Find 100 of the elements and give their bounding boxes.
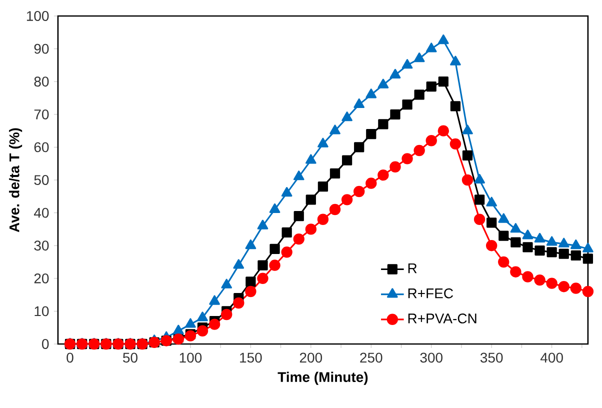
x-tick-label: 150	[240, 352, 262, 363]
y-tick-label: 20	[34, 273, 49, 284]
point	[510, 266, 522, 278]
point	[258, 260, 268, 270]
y-tick-label: 0	[42, 339, 49, 349]
point	[257, 220, 268, 230]
point	[294, 211, 304, 222]
point	[558, 238, 570, 248]
point	[354, 142, 364, 152]
point	[558, 281, 570, 292]
point	[570, 239, 582, 250]
x-tick-label: 0	[66, 352, 74, 363]
point	[402, 59, 413, 69]
y-axis-title: Ave. de/ta T (%)	[9, 128, 22, 232]
point	[426, 42, 437, 52]
point	[329, 204, 341, 216]
point	[208, 318, 220, 330]
point	[522, 271, 534, 282]
point	[378, 78, 389, 88]
point	[546, 247, 557, 258]
point	[402, 99, 412, 110]
point	[293, 233, 304, 245]
point	[378, 119, 388, 130]
point	[221, 278, 232, 288]
point	[220, 308, 232, 320]
point	[366, 129, 376, 140]
point	[281, 186, 292, 197]
point	[342, 155, 352, 166]
point	[269, 260, 280, 271]
point	[257, 272, 268, 284]
point	[390, 68, 401, 79]
point	[570, 282, 582, 294]
point	[197, 312, 208, 322]
point	[305, 224, 317, 235]
point	[330, 124, 340, 134]
point	[534, 232, 546, 243]
point	[462, 150, 473, 160]
y-tick-label: 30	[34, 240, 49, 251]
point	[293, 170, 304, 180]
point	[462, 124, 473, 134]
legend-label: R	[408, 263, 417, 274]
x-tick-label: 400	[540, 352, 563, 363]
legend-label: R+PVA-CN	[408, 314, 476, 324]
point	[474, 194, 485, 205]
point	[366, 178, 377, 189]
x-tick-label: 300	[420, 352, 442, 363]
x-tick-label: 200	[300, 352, 322, 363]
point	[486, 218, 497, 228]
point	[414, 90, 424, 100]
point	[486, 196, 498, 206]
y-tick-label: 50	[34, 175, 49, 185]
point	[282, 227, 292, 238]
point	[486, 240, 498, 252]
point	[354, 98, 365, 108]
point	[450, 138, 462, 150]
point	[196, 325, 208, 336]
y-tick-label: 70	[34, 109, 49, 120]
point	[426, 81, 436, 92]
point	[390, 161, 401, 172]
point	[185, 318, 196, 328]
point	[353, 186, 365, 198]
x-tick-label: 50	[123, 352, 138, 363]
point	[510, 237, 521, 248]
point	[172, 324, 184, 334]
point	[318, 138, 328, 148]
x-tick-label: 250	[360, 352, 382, 363]
point	[209, 295, 220, 305]
y-tick-label: 60	[34, 142, 49, 152]
point	[318, 181, 328, 192]
point	[317, 214, 329, 225]
point	[438, 76, 448, 87]
y-tick-label: 10	[34, 306, 49, 316]
point	[582, 286, 594, 298]
point	[414, 52, 425, 62]
point	[245, 239, 256, 250]
point	[269, 203, 280, 213]
point	[474, 214, 486, 225]
point	[546, 236, 558, 246]
y-tick-label: 90	[34, 44, 49, 54]
point	[341, 194, 353, 206]
point	[534, 274, 546, 286]
point	[558, 248, 569, 259]
legend-label: R+FEC	[408, 288, 454, 298]
point	[426, 135, 437, 146]
x-tick-label: 350	[480, 352, 503, 363]
point	[246, 276, 256, 287]
point	[281, 246, 292, 258]
point	[438, 125, 450, 136]
point	[450, 101, 461, 112]
point	[390, 109, 400, 120]
point	[510, 223, 522, 233]
point	[378, 169, 389, 181]
x-axis-title: Time (Minute)	[278, 372, 368, 385]
point	[414, 144, 425, 156]
point	[582, 242, 594, 252]
point	[305, 154, 316, 164]
point	[233, 297, 244, 309]
y-tick-label: 80	[34, 76, 49, 87]
point	[582, 254, 594, 264]
point	[270, 244, 280, 254]
